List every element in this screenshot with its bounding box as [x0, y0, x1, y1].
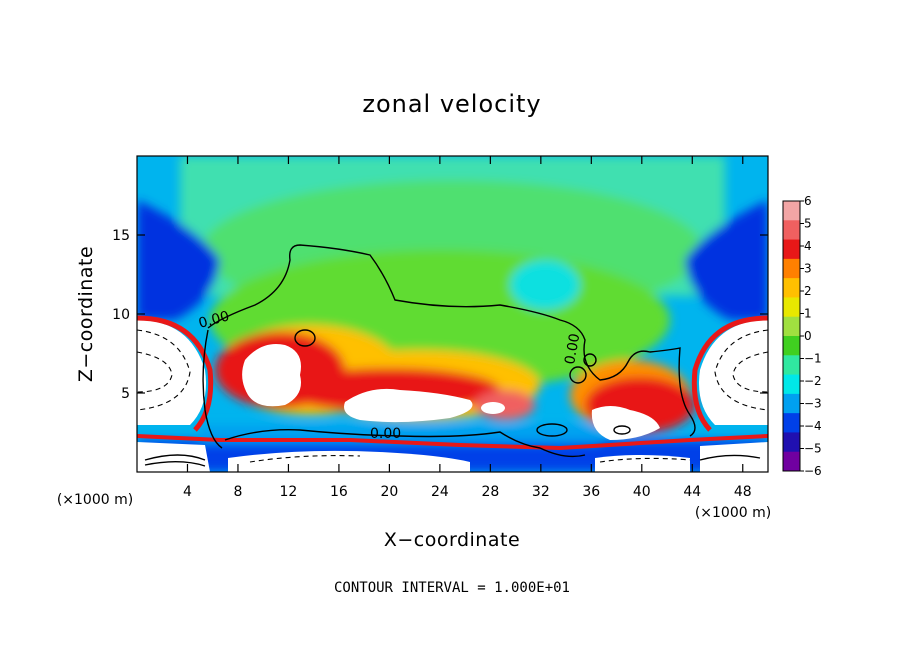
chart-title: zonal velocity: [362, 90, 541, 118]
colorbar-swatch: [783, 316, 800, 337]
colorbar-tick-label: −1: [804, 352, 822, 366]
colorbar-swatch: [783, 413, 800, 433]
x-tick-label: 20: [380, 484, 398, 500]
colorbar-swatch: [783, 239, 800, 260]
x-tick-label: 40: [633, 484, 651, 500]
dashed-contours: [137, 329, 768, 463]
y-unit-label: (×1000 m): [57, 492, 133, 508]
colorbar-tick-label: 1: [804, 307, 812, 321]
colorbar-tick-label: −3: [804, 397, 822, 411]
plot-area: [137, 156, 768, 472]
x-axis-label: X−coordinate: [384, 529, 520, 551]
contour-interval-note: CONTOUR INTERVAL = 1.000E+01: [334, 580, 570, 596]
colorbar-tick-label: 3: [804, 262, 812, 276]
colorbar: 6 5 4 3 2 1 0 −1 −2 −3 −4 −5 −6: [782, 194, 822, 478]
contour-lines: [144, 244, 761, 467]
colorbar-swatch: [783, 258, 800, 279]
x-tick-label: 4: [183, 484, 192, 500]
colorbar-swatch: [783, 297, 800, 318]
y-tick-label: 5: [121, 386, 130, 402]
colorbar-swatch: [783, 355, 800, 376]
colorbar-tick-label: −5: [804, 442, 822, 456]
colorbar-tick-label: 4: [804, 239, 812, 253]
colorbar-tick-label: 5: [804, 217, 812, 231]
x-tick-label: 28: [481, 484, 499, 500]
colorbar-swatch: [783, 278, 800, 298]
saturated-regions: [137, 320, 768, 472]
colorbar-tick-label: −4: [804, 419, 822, 433]
colorbar-swatch: [783, 220, 800, 241]
colorbar-swatch: [783, 451, 800, 472]
colorbar-swatch: [783, 201, 800, 221]
contour-label: 0.00: [562, 332, 583, 365]
colorbar-swatch: [783, 393, 800, 414]
colorbar-tick-label: 6: [804, 194, 812, 208]
y-tick-label: 10: [112, 307, 130, 323]
y-axis: 5 10 15: [112, 228, 768, 402]
x-tick-label: 44: [683, 484, 701, 500]
x-unit-label: (×1000 m): [695, 505, 771, 521]
colorbar-swatch: [783, 432, 800, 453]
x-tick-label: 16: [330, 484, 348, 500]
colorbar-tick-label: −6: [804, 464, 822, 478]
x-tick-label: 24: [431, 484, 449, 500]
x-tick-label: 32: [532, 484, 550, 500]
x-tick-label: 48: [734, 484, 752, 500]
x-tick-label: 8: [233, 484, 242, 500]
contour-label: 0.00: [197, 308, 231, 332]
colorbar-swatch: [783, 336, 800, 356]
x-tick-label: 36: [582, 484, 600, 500]
y-axis-label: Z−coordinate: [75, 246, 97, 382]
x-axis: 4 8 12 16 20 24 28 32 36 40 44 48: [183, 156, 752, 500]
colorbar-swatch: [783, 374, 800, 395]
contour-label: 0.00: [370, 426, 401, 442]
y-tick-label: 15: [112, 228, 130, 244]
x-tick-label: 12: [280, 484, 298, 500]
colorbar-tick-label: 0: [804, 329, 812, 343]
colorbar-tick-label: 2: [804, 284, 812, 298]
colorbar-tick-label: −2: [804, 374, 822, 388]
